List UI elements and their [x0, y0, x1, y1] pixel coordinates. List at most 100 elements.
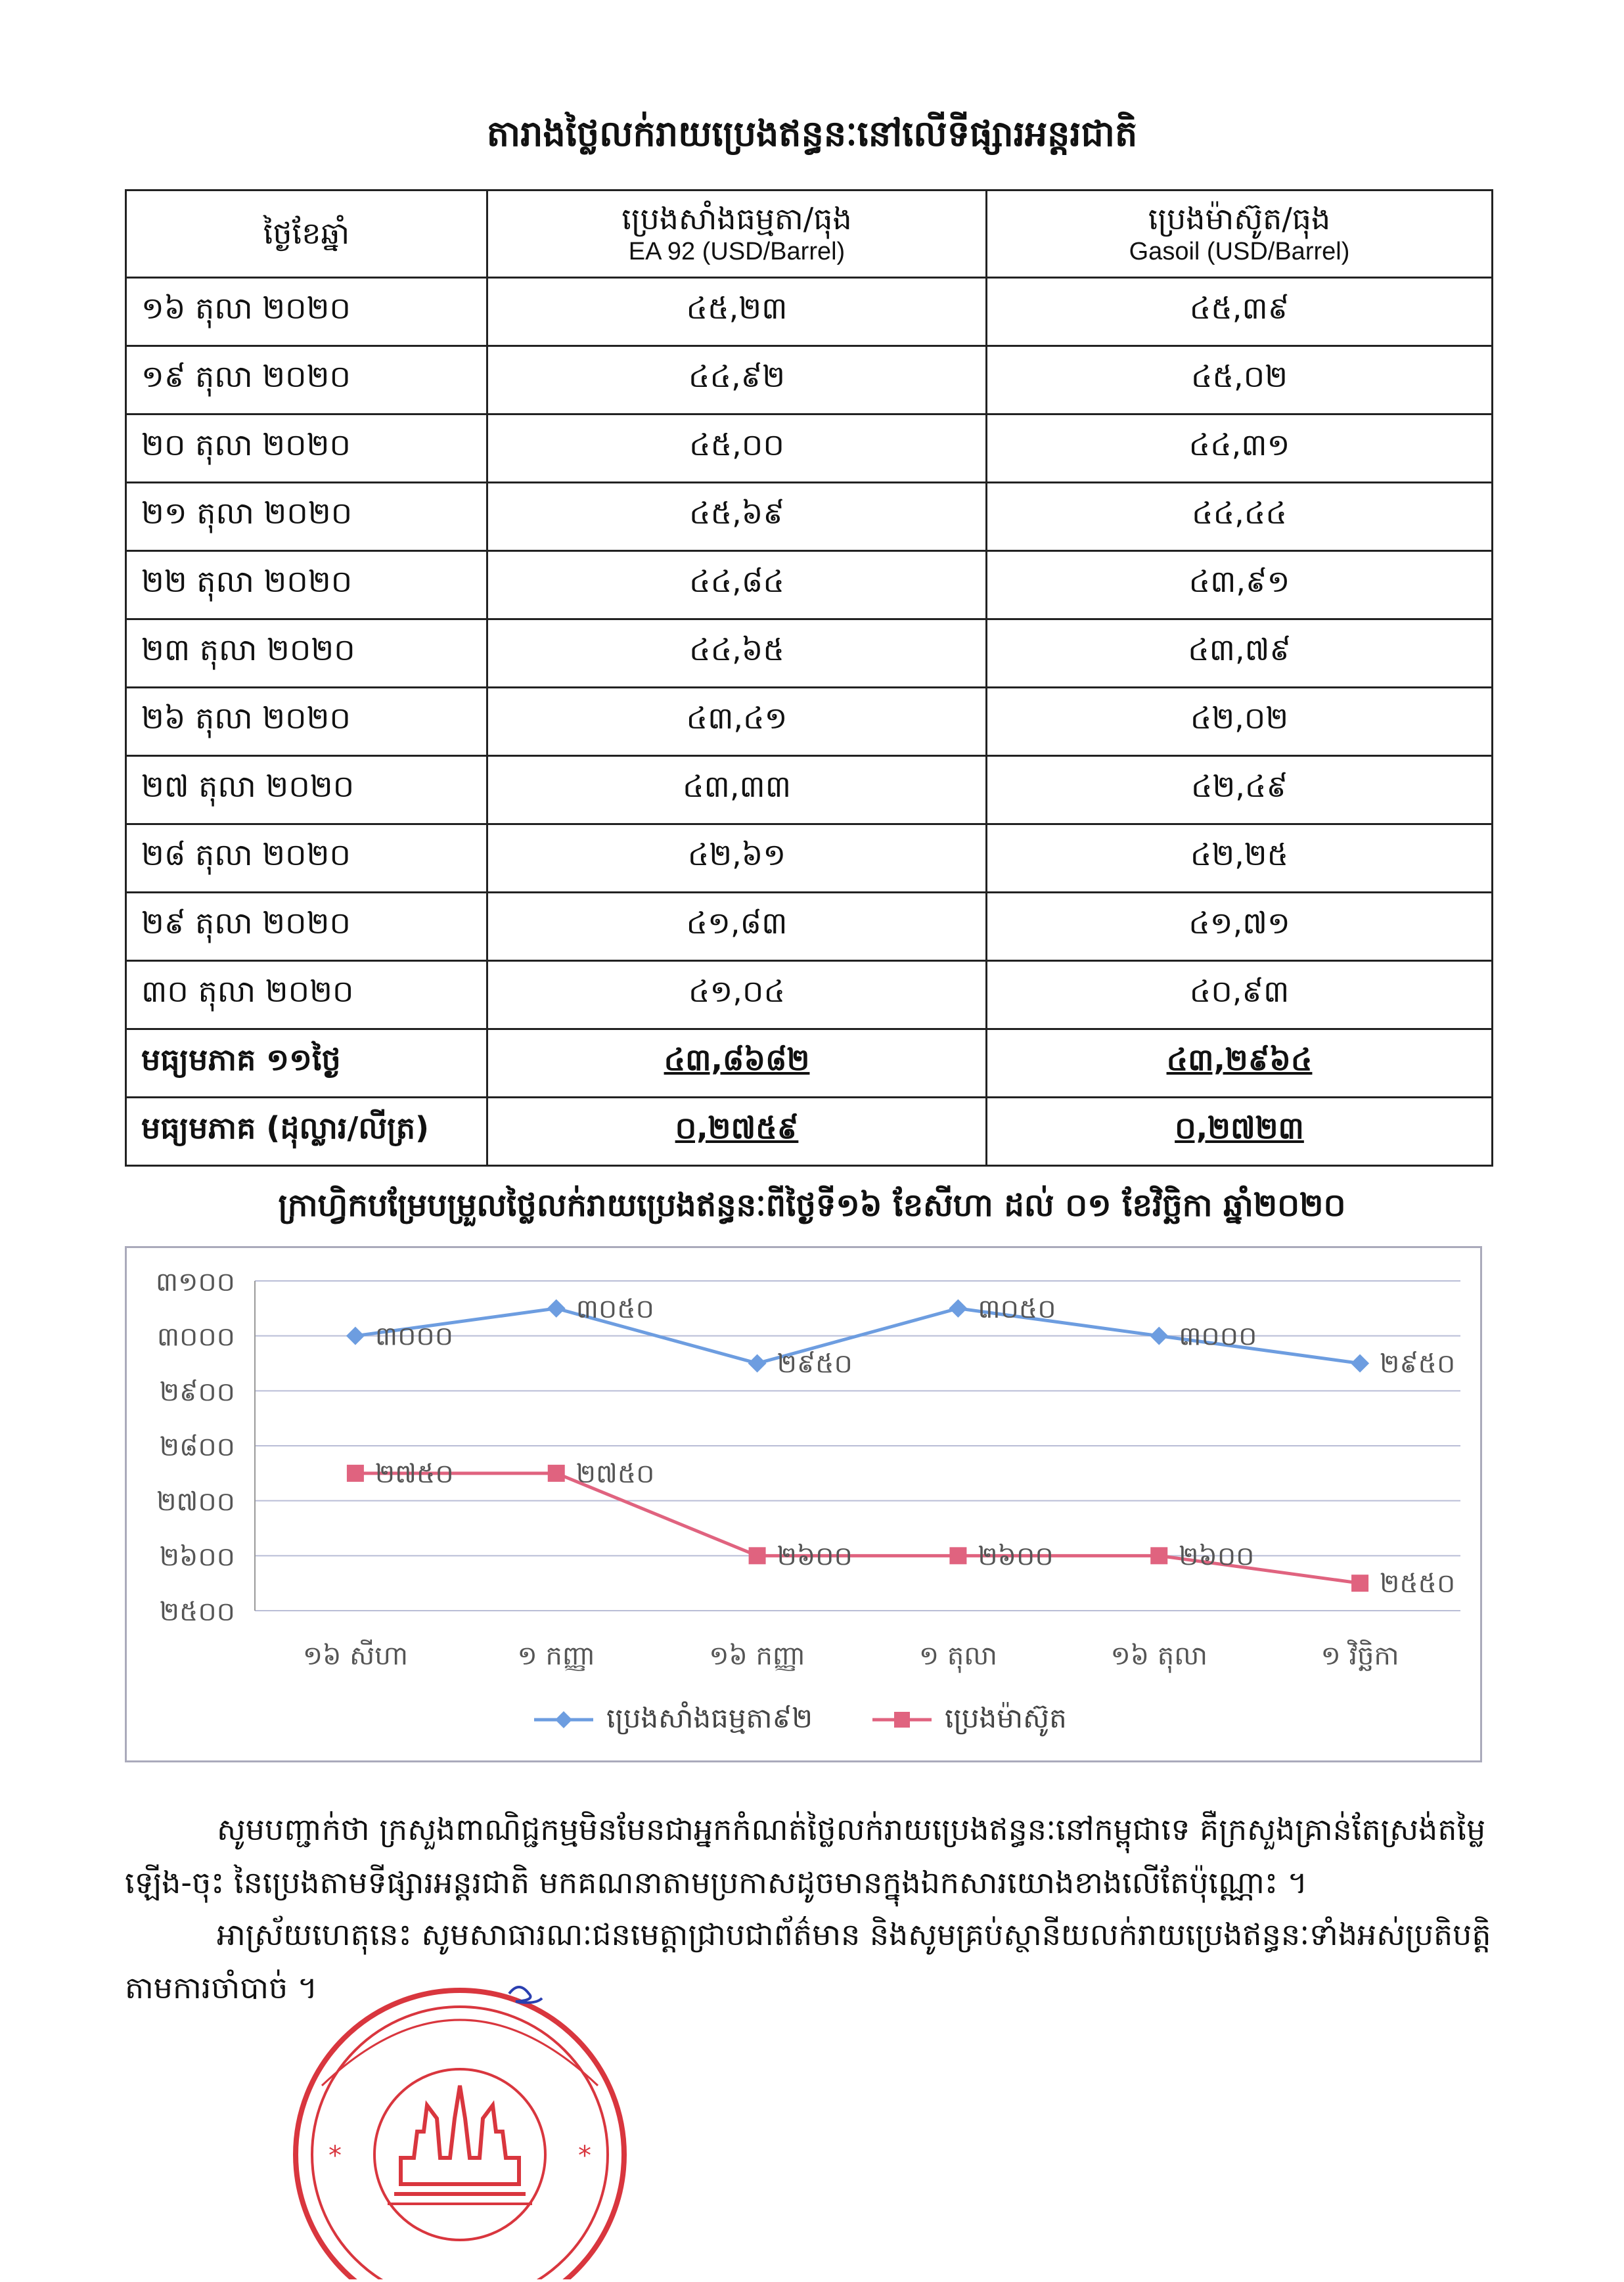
gasoline-price-cell: ៤៤,៩២: [486, 345, 987, 415]
y-tick-label: ២៩០០: [160, 1377, 235, 1407]
date-cell: ២៩ តុលា ២០២០: [125, 891, 488, 962]
header-gasoline: ប្រេងសាំងធម្មតា/ធុង EA 92 (USD/Barrel): [486, 189, 987, 279]
diesel-price-cell: ៤៤,៣១: [985, 413, 1493, 483]
series-line-2: [355, 1471, 1361, 1585]
x-tick-label: ១៦ កញ្ញា: [709, 1641, 805, 1671]
y-tick-label: ២៨០០: [160, 1432, 235, 1462]
header-diesel-unit: Gasoil (USD/Barrel): [1129, 237, 1350, 265]
gasoline-price-cell: ៤៣,៤១: [486, 686, 987, 757]
y-tick-label: ២៦០០: [160, 1542, 235, 1572]
data-label: ២៩៥០: [1380, 1349, 1455, 1379]
table-row: ២៣ តុលា ២០២០ ៤៤,៦៥ ៤៣,៧៩: [125, 618, 1493, 688]
table-row: ២៦ តុលា ២០២០ ៤៣,៤១ ៤២,០២: [125, 686, 1493, 757]
diesel-data-point: [748, 1547, 766, 1565]
diesel-price-cell: ៤៣,៩១: [985, 550, 1493, 620]
date-cell: ២៨ តុលា ២០២០: [125, 823, 488, 893]
diesel-price-cell: ៤០,៩៣: [985, 960, 1493, 1030]
date-cell: ១៩ តុលា ២០២០: [125, 345, 488, 415]
table-header-row: ថ្ងៃខែឆ្នាំ ប្រេងសាំងធម្មតា/ធុង EA 92 (US…: [125, 189, 1493, 279]
gasoline-data-point: [1150, 1326, 1169, 1345]
y-tick-label: ២៧០០: [156, 1487, 235, 1517]
chart-title: ក្រាហ្វិកបម្រែបម្រួលថ្លៃលក់រាយប្រេងឥន្ធន…: [278, 1187, 1346, 1224]
average-label: មធ្យមភាគ ១១ថ្ងៃ: [125, 1028, 488, 1098]
diesel-price-cell: ៤៥,០២: [985, 345, 1493, 415]
date-cell: ២៧ តុលា ២០២០: [125, 755, 488, 825]
date-cell: ១៦ តុលា ២០២០: [125, 277, 488, 347]
table-row: ២១ តុលា ២០២០ ៤៥,៦៩ ៤៤,៤៤: [125, 481, 1493, 552]
table-row: ១៩ តុលា ២០២០ ៤៤,៩២ ៤៥,០២: [125, 345, 1493, 415]
data-label: ៣០០០: [375, 1322, 453, 1352]
diesel-data-point: [1351, 1575, 1369, 1592]
date-cell: ២០ តុលា ២០២០: [125, 413, 488, 483]
gasoline-price-cell: ៤៣,៣៣: [486, 755, 987, 825]
gasoline-data-point: [346, 1326, 365, 1345]
table-row: ២៩ តុលា ២០២០ ៤១,៨៣ ៤១,៧១: [125, 891, 1493, 962]
table-row: ១៦ តុលា ២០២០ ៤៥,២៣ ៤៥,៣៩: [125, 277, 1493, 347]
legend-label: ប្រេងសាំងធម្មតា៩២: [606, 1701, 813, 1735]
date-cell: ៣០ តុលា ២០២០: [125, 960, 488, 1030]
x-tick-label: ១៦ សីហា: [303, 1639, 408, 1671]
note-paragraph-1: សូមបញ្ជាក់ថា ក្រសួងពាណិជ្ជកម្មមិនមែនជាអ្…: [125, 1812, 1486, 1900]
average-11-days-row: មធ្យមភាគ ១១ថ្ងៃ ៤៣,៨៦៨២ ៤៣,២៩៦៤: [125, 1028, 1493, 1098]
header-date: ថ្ងៃខែឆ្នាំ: [125, 189, 488, 279]
data-label: ២៩៥០: [777, 1349, 853, 1379]
series-line-1: [355, 1307, 1361, 1366]
x-tick-label: ១៦ តុលា: [1111, 1641, 1207, 1673]
data-label: ២៧៥០: [576, 1459, 655, 1489]
data-label: ៣០០០: [1179, 1322, 1257, 1352]
header-diesel: ប្រេងម៉ាស៊ូត/ធុង Gasoil (USD/Barrel): [985, 189, 1493, 279]
diesel-data-point: [346, 1464, 364, 1482]
gasoline-price-cell: ៤៥,៦៩: [486, 481, 987, 552]
gasoline-data-point: [547, 1299, 566, 1318]
date-cell: ២២ តុលា ២០២០: [125, 550, 488, 620]
y-tick-label: ៣១០០: [156, 1267, 235, 1297]
price-chart: ២៥០០ ២៦០០ ២៧០០ ២៨០០ ២៩០០ ៣០០០ ៣១០០ ១៦ សីហា ១ កញ្…: [125, 1246, 1482, 1762]
gasoline-price-cell: ៤៤,៨៤: [486, 550, 987, 620]
diesel-average-value: ៤៣,២៩៦៤: [985, 1028, 1493, 1098]
diesel-data-point: [949, 1547, 967, 1565]
gasoline-data-point: [1351, 1354, 1370, 1373]
date-cell: ២១ តុលា ២០២០: [125, 481, 488, 552]
gasoline-price-cell: ៤១,០៤: [486, 960, 987, 1030]
y-tick-label: ២៥០០: [160, 1597, 235, 1627]
data-label: ២៦០០: [1179, 1541, 1254, 1571]
table-row: ២០ តុលា ២០២០ ៤៥,០០ ៤៤,៣១: [125, 413, 1493, 483]
gasoline-price-cell: ៤៥,០០: [486, 413, 987, 483]
gasoline-price-cell: ៤៤,៦៥: [486, 618, 987, 688]
gasoline-data-point: [748, 1354, 767, 1373]
gasoline-price-cell: ៤២,៦១: [486, 823, 987, 893]
diesel-price-cell: ៤៤,៤៤: [985, 481, 1493, 552]
data-label: ២៧៥០: [375, 1459, 454, 1489]
diesel-price-cell: ៤២,៤៩: [985, 755, 1493, 825]
gasoline-price-cell: ៤៥,២៣: [486, 277, 987, 347]
diesel-average-value: ០,២៧២៣: [985, 1096, 1493, 1167]
date-cell: ២៦ តុលា ២០២០: [125, 686, 488, 757]
table-row: ២៨ តុលា ២០២០ ៤២,៦១ ៤២,២៥: [125, 823, 1493, 893]
legend-marker-square: [894, 1712, 910, 1728]
y-tick-label: ៣០០០: [157, 1322, 235, 1353]
data-label: ៣០៥០: [978, 1294, 1056, 1324]
x-tick-label: ១ តុលា: [919, 1641, 997, 1673]
data-label: ៣០៥០: [576, 1294, 654, 1324]
legend-marker-diamond: [555, 1711, 572, 1728]
header-gasoline-unit: EA 92 (USD/Barrel): [628, 237, 846, 265]
gasoline-average-value: ០,២៧៥៩: [486, 1096, 987, 1167]
diesel-data-point: [547, 1464, 565, 1482]
note-paragraph-2: អាស្រ័យហេតុនេះ សូមសាធារណៈជនមេត្តាជ្រាបជា…: [125, 1917, 1491, 2005]
svg-text:*: *: [578, 2141, 591, 2171]
date-cell: ២៣ តុលា ២០២០: [125, 618, 488, 688]
diesel-price-cell: ៤១,៧១: [985, 891, 1493, 962]
gasoline-average-value: ៤៣,៨៦៨២: [486, 1028, 987, 1098]
diesel-price-cell: ៤៥,៣៩: [985, 277, 1493, 347]
data-label: ២៦០០: [978, 1541, 1053, 1571]
x-tick-label: ១ វិច្ឆិកា: [1320, 1639, 1399, 1671]
data-label: ២៥៥០: [1380, 1569, 1455, 1599]
diesel-data-point: [1150, 1547, 1168, 1565]
ministry-seal-stamp: * *: [293, 1986, 627, 2279]
table-row: ២២ តុលា ២០២០ ៤៤,៨៤ ៤៣,៩១: [125, 550, 1493, 620]
table-row: ២៧ តុលា ២០២០ ៤៣,៣៣ ៤២,៤៩: [125, 755, 1493, 825]
diesel-price-cell: ៤២,២៥: [985, 823, 1493, 893]
legend-label: ប្រេងម៉ាស៊ូត: [945, 1702, 1067, 1737]
average-per-liter-row: មធ្យមភាគ (ដុល្លារ/លីត្រ) ០,២៧៥៩ ០,២៧២៣: [125, 1096, 1493, 1167]
